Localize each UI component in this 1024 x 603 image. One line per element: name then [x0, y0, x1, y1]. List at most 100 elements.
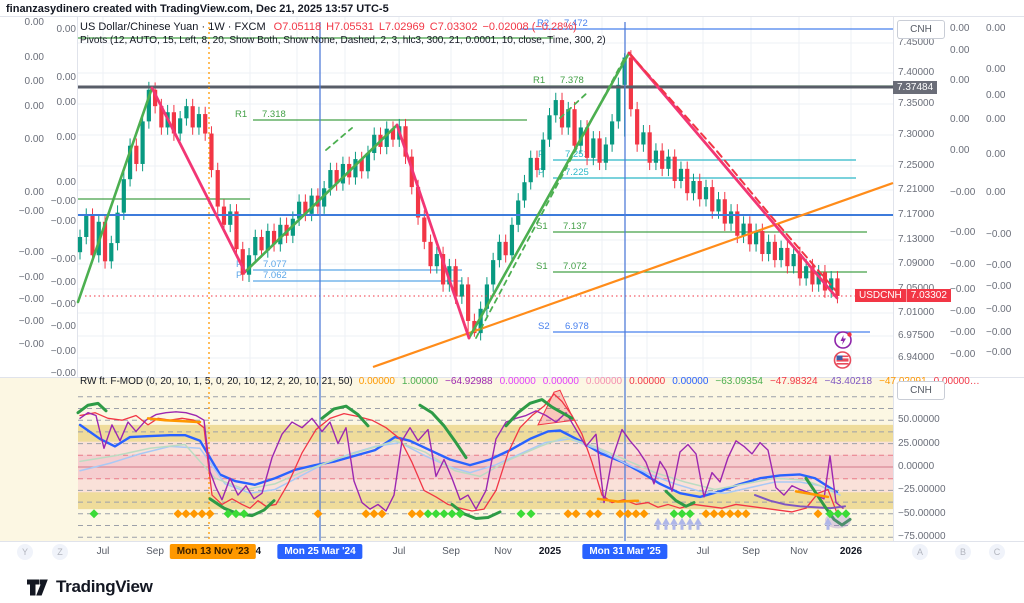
fmod-value: 0.00000… [933, 376, 980, 387]
fmod-value: 0.00000 [499, 376, 536, 387]
fmod-indicator-legend[interactable]: RW ft. F-MOD (0, 20, 10, 1, 5, 0, 20, 10… [80, 376, 987, 387]
price-axis-tick: 7.17000 [898, 209, 935, 220]
fmod-value: −47.98324 [769, 376, 818, 387]
pivot-label: R1 [235, 109, 247, 120]
scale-zero-value: 0.00 [56, 177, 76, 188]
symbol-title[interactable]: US Dollar/Chinese Yuan · 1W · FXCM [80, 21, 266, 33]
pivot-value: 7.062 [263, 270, 287, 281]
time-axis-label: Sep [742, 546, 760, 557]
scale-zero-value: 0.00 [24, 52, 44, 63]
pivot-value: 7.251 [565, 149, 589, 160]
ohlc-value: −0.02008 (−0.28%) [482, 21, 577, 33]
scale-zero-value: −0.00 [18, 206, 44, 217]
usdcnh-pair-flag-icon[interactable] [833, 351, 852, 369]
ohlc-value: C7.03302 [429, 21, 478, 33]
currency-box-indicator[interactable]: CNH [897, 381, 945, 400]
time-axis-label: Nov [494, 546, 512, 557]
scale-zero-value: 0.00 [986, 187, 1006, 198]
pivot-value: 7.225 [565, 167, 589, 178]
time-axis-label: Jul [696, 546, 710, 557]
pivot-label: S1 [536, 221, 548, 232]
last-visible-price-badge: 7.37484 [893, 81, 938, 94]
time-axis-button-y[interactable]: Y [17, 544, 33, 560]
top-frame-line [0, 16, 1024, 17]
scale-zero-value: −0.00 [986, 229, 1012, 240]
scale-zero-value: 0.00 [56, 72, 76, 83]
currency-box-top[interactable]: CNH [897, 20, 945, 39]
indicator-axis-tick: −25.00000 [898, 484, 946, 495]
scale-zero-value: 0.00 [950, 45, 970, 56]
symbol-legend[interactable]: US Dollar/Chinese Yuan · 1W · FXCM O7.051… [80, 21, 582, 33]
indicator-axis-tick: 0.00000 [898, 461, 935, 472]
pivot-value: 7.472 [564, 18, 588, 29]
fmod-value: −64.92988 [445, 376, 493, 387]
price-axis-tick: 6.97500 [898, 330, 935, 341]
fmod-values: 0.00000 1.00000 −64.92988 0.00000 0.00000 0.0… [359, 376, 987, 387]
indicator-axis-tick: −75.00000 [898, 531, 946, 542]
scale-zero-value: 0.00 [986, 64, 1006, 75]
time-axis-label: 2025 [538, 546, 562, 557]
scale-zero-value: −0.00 [50, 346, 76, 357]
scale-zero-value: 0.00 [24, 101, 44, 112]
pivot-label: S1 [536, 261, 548, 272]
price-axis-tick: 7.05000 [898, 283, 934, 294]
time-axis-button-c[interactable]: C [989, 544, 1005, 560]
pane-separator[interactable] [0, 377, 1024, 378]
scale-zero-value: 0.00 [56, 132, 76, 143]
fmod-value: 0.00000 [542, 376, 579, 387]
fmod-title[interactable]: RW ft. F-MOD (0, 20, 10, 1, 5, 0, 20, 10… [80, 376, 353, 387]
tradingview-logo[interactable]: TradingView [26, 577, 153, 597]
time-axis-date-badge[interactable]: Mon 13 Nov '23 [169, 544, 257, 559]
scale-zero-value: −0.00 [18, 294, 44, 305]
scale-zero-value: −0.00 [950, 327, 976, 338]
time-axis-label: Jul [392, 546, 406, 557]
time-axis[interactable]: YZJulSep2024MayJulSepNov2025MayJulSepNov… [0, 541, 1024, 563]
scale-zero-value: −0.00 [18, 272, 44, 283]
scale-zero-value: 0.00 [950, 145, 970, 156]
fmod-value: 0.00000 [672, 376, 709, 387]
pivot-label: P [236, 259, 242, 270]
pivot-label: R2 [537, 18, 549, 29]
zigzag-layer [76, 51, 839, 340]
fmod-value: −43.40218 [824, 376, 873, 387]
scale-zero-value: 0.00 [24, 134, 44, 145]
price-axis-tick: 7.35000 [898, 98, 935, 109]
ohlc-value: O7.05118 [273, 21, 322, 33]
fmod-value: −63.09354 [715, 376, 763, 387]
scale-zero-value: −0.00 [950, 187, 976, 198]
price-axis-tick: 7.40000 [898, 67, 935, 78]
scale-zero-value: 0.00 [24, 76, 44, 87]
pivot-value: 7.318 [262, 109, 286, 120]
scale-zero-value: −0.00 [950, 349, 976, 360]
pivot-label: R1 [533, 75, 545, 86]
fmod-value: 0.00000 [358, 376, 395, 387]
pivot-value: 7.378 [560, 75, 584, 86]
pivots-indicator-legend[interactable]: Pivots (12, AUTO, 15, Left, 8, 20, Show … [80, 35, 606, 46]
time-axis-button-z[interactable]: Z [52, 544, 68, 560]
price-axis-tick: 7.25000 [898, 160, 935, 171]
price-axis-tick: 7.13000 [898, 234, 935, 245]
time-axis-button-b[interactable]: B [955, 544, 971, 560]
symbol-tag: USDCNH [855, 289, 907, 302]
ohlc-values: O7.05118 H7.05531 L7.02969 C7.03302 −0.02008… [274, 21, 582, 33]
scale-zero-value: −0.00 [986, 304, 1012, 315]
time-axis-date-badge[interactable]: Mon 31 Mar '25 [582, 544, 668, 559]
tradingview-logo-icon [27, 579, 48, 595]
scale-zero-value: 0.00 [56, 97, 76, 108]
scale-zero-value: −0.00 [50, 196, 76, 207]
chart-corner-icons[interactable] [826, 328, 862, 372]
time-axis-label: Jul [96, 546, 110, 557]
time-axis-button-a[interactable]: A [912, 544, 928, 560]
indicator-axis-tick: 25.00000 [898, 438, 940, 449]
time-axis-label: Sep [442, 546, 460, 557]
boost-lightning-icon[interactable] [834, 331, 852, 349]
scale-zero-value: 0.00 [950, 114, 970, 125]
scale-zero-value: −0.00 [18, 339, 44, 350]
indicator-axis-tick: −50.00000 [898, 508, 946, 519]
event-vlines-layer [208, 22, 626, 541]
scale-zero-value: −0.00 [950, 227, 976, 238]
price-axis-tick: 6.94000 [898, 352, 935, 363]
time-axis-date-badge[interactable]: Mon 25 Mar '24 [277, 544, 363, 559]
